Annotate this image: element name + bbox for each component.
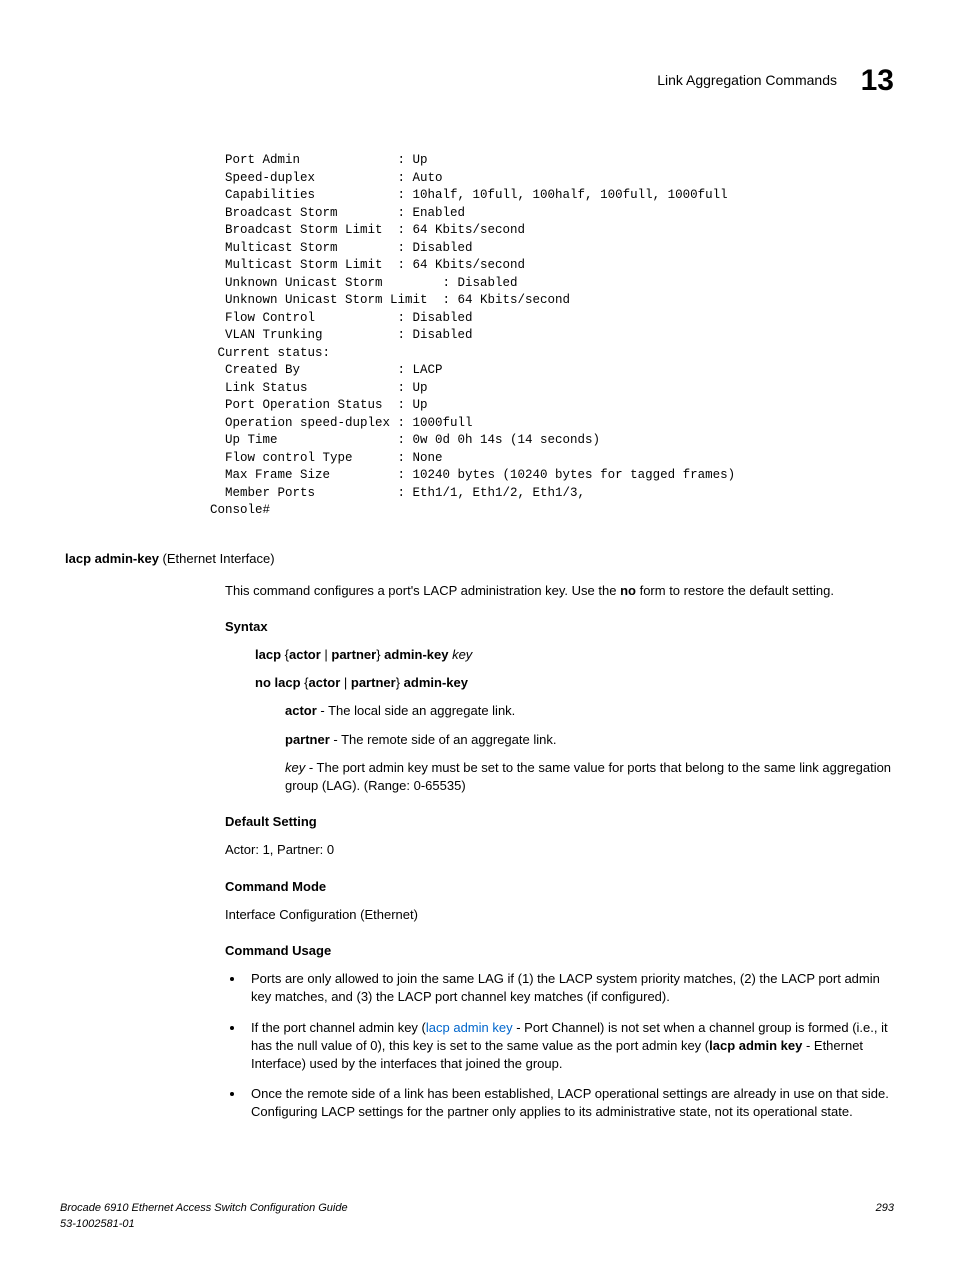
syntax-kw: no lacp bbox=[255, 675, 301, 690]
chapter-number: 13 bbox=[861, 60, 894, 102]
usage-bullet-2: If the port channel admin key (lacp admi… bbox=[245, 1019, 894, 1074]
syntax-kw: admin-key bbox=[384, 647, 448, 662]
command-context: (Ethernet Interface) bbox=[159, 551, 275, 566]
default-head: Default Setting bbox=[225, 813, 894, 831]
syntax-text: | bbox=[321, 647, 332, 662]
syntax-text: } bbox=[396, 675, 404, 690]
desc-bold: no bbox=[620, 583, 636, 598]
mode-text: Interface Configuration (Ethernet) bbox=[225, 906, 894, 924]
param-key: key - The port admin key must be set to … bbox=[285, 759, 894, 795]
command-name: lacp admin-key bbox=[65, 551, 159, 566]
command-description: This command configures a port's LACP ad… bbox=[225, 582, 894, 600]
syntax-head: Syntax bbox=[225, 618, 894, 636]
cross-ref-link[interactable]: lacp admin key bbox=[426, 1020, 513, 1035]
command-heading: lacp admin-key (Ethernet Interface) bbox=[65, 550, 894, 568]
syntax-kw: partner bbox=[351, 675, 396, 690]
param-actor: actor - The local side an aggregate link… bbox=[285, 702, 894, 720]
param-name: partner bbox=[285, 732, 330, 747]
desc-pre: This command configures a port's LACP ad… bbox=[225, 583, 620, 598]
footer-page-number: 293 bbox=[876, 1201, 894, 1232]
usage-text: If the port channel admin key ( bbox=[251, 1020, 426, 1035]
param-name: actor bbox=[285, 703, 317, 718]
syntax-line-1: lacp {actor | partner} admin-key key bbox=[255, 646, 894, 664]
syntax-line-2: no lacp {actor | partner} admin-key bbox=[255, 674, 894, 692]
param-partner: partner - The remote side of an aggregat… bbox=[285, 731, 894, 749]
param-name: key bbox=[285, 760, 305, 775]
footer-left: Brocade 6910 Ethernet Access Switch Conf… bbox=[60, 1201, 348, 1232]
usage-head: Command Usage bbox=[225, 942, 894, 960]
syntax-text: | bbox=[340, 675, 351, 690]
param-desc: - The remote side of an aggregate link. bbox=[330, 732, 557, 747]
usage-bold: lacp admin key bbox=[709, 1038, 802, 1053]
param-desc: - The port admin key must be set to the … bbox=[285, 760, 891, 793]
param-desc: - The local side an aggregate link. bbox=[317, 703, 516, 718]
syntax-text: } bbox=[376, 647, 384, 662]
console-output: Port Admin : Up Speed-duplex : Auto Capa… bbox=[210, 152, 894, 520]
syntax-kw: actor bbox=[289, 647, 321, 662]
desc-post: form to restore the default setting. bbox=[636, 583, 834, 598]
default-text: Actor: 1, Partner: 0 bbox=[225, 841, 894, 859]
syntax-text: { bbox=[281, 647, 289, 662]
page-footer: Brocade 6910 Ethernet Access Switch Conf… bbox=[60, 1201, 894, 1232]
syntax-kw: lacp bbox=[255, 647, 281, 662]
header-title: Link Aggregation Commands bbox=[657, 71, 837, 91]
mode-head: Command Mode bbox=[225, 878, 894, 896]
page-header: Link Aggregation Commands 13 bbox=[60, 60, 894, 102]
usage-bullet-1: Ports are only allowed to join the same … bbox=[245, 970, 894, 1006]
syntax-kw: actor bbox=[308, 675, 340, 690]
usage-list: Ports are only allowed to join the same … bbox=[225, 970, 894, 1121]
syntax-kw: partner bbox=[331, 647, 376, 662]
syntax-arg: key bbox=[448, 647, 472, 662]
footer-guide-title: Brocade 6910 Ethernet Access Switch Conf… bbox=[60, 1201, 348, 1216]
footer-doc-number: 53-1002581-01 bbox=[60, 1217, 348, 1232]
usage-bullet-3: Once the remote side of a link has been … bbox=[245, 1085, 894, 1121]
syntax-kw: admin-key bbox=[404, 675, 468, 690]
